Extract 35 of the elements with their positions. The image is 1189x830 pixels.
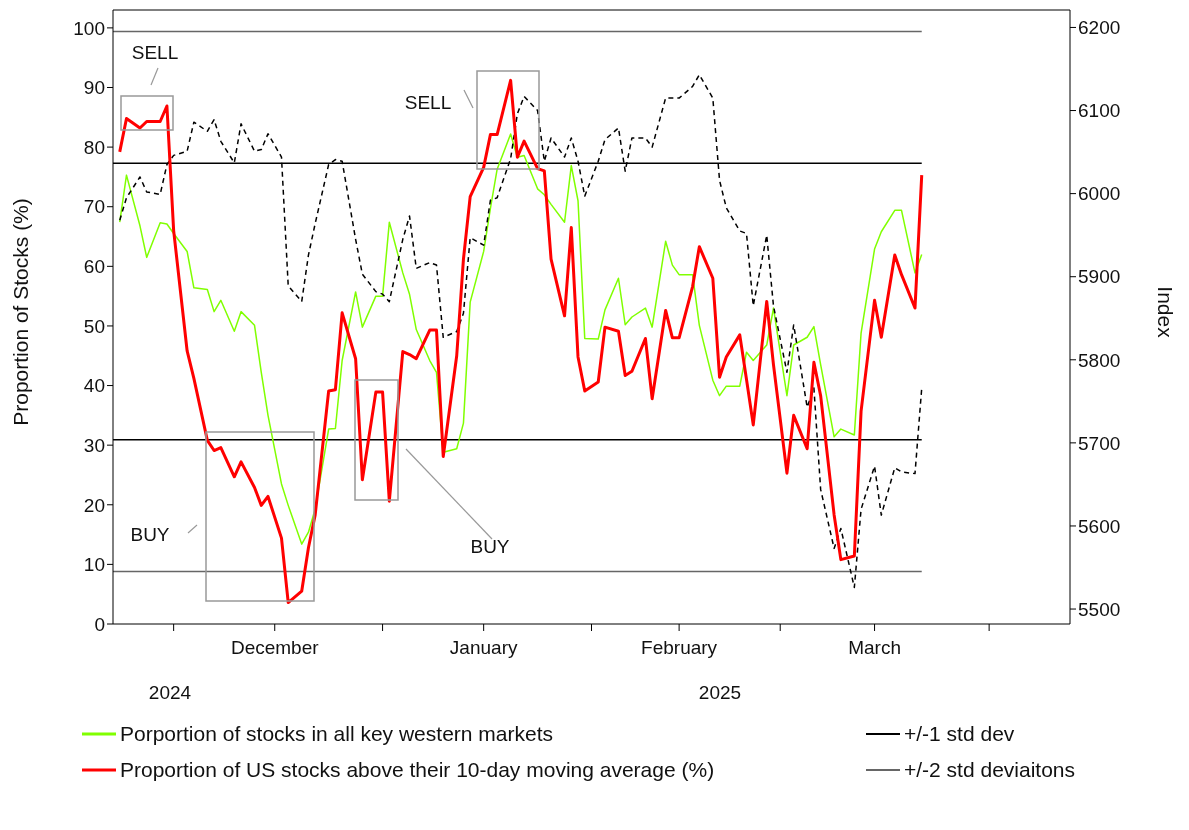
y-axis-title: Proportion of Stocks (%) xyxy=(9,198,32,426)
y-tick-label: 40 xyxy=(83,375,105,397)
y-tick-label: 80 xyxy=(83,136,105,158)
x-tick-label: February xyxy=(641,637,718,659)
y-tick-label: 100 xyxy=(73,17,105,39)
annotation: BUY xyxy=(130,524,170,545)
y2-axis-title: Index xyxy=(1154,286,1177,339)
y-tick-label: 30 xyxy=(83,434,105,456)
y-tick-label: 20 xyxy=(83,494,105,516)
annotation: SELL xyxy=(404,92,452,113)
y-tick-label: 70 xyxy=(83,196,105,218)
annotation: SELL xyxy=(131,42,179,63)
legend-label: +/-1 std dev xyxy=(903,721,1016,747)
y-tick-label: 10 xyxy=(83,554,105,576)
x-tick-label: January xyxy=(449,637,518,659)
annotation: BUY xyxy=(470,536,510,557)
legend-label: Proportion of US stocks above their 10-day moving average (%) xyxy=(119,757,715,783)
y-tick-label: 50 xyxy=(83,315,105,337)
y2-tick-label: 5600 xyxy=(1078,515,1121,537)
text: 2025 xyxy=(698,682,742,703)
y2-tick-label: 5700 xyxy=(1078,432,1121,454)
y2-tick-label: 6000 xyxy=(1078,183,1121,205)
y2-tick-label: 5500 xyxy=(1078,598,1121,620)
legend-label: +/-2 std deviaitons xyxy=(903,757,1076,783)
y2-tick-label: 5900 xyxy=(1078,266,1121,288)
x-tick-label: March xyxy=(848,637,901,659)
y-tick-label: 90 xyxy=(83,77,105,99)
text: 2024 xyxy=(148,682,192,703)
legend-label: Porportion of stocks in all key western markets xyxy=(119,721,554,747)
y-tick-label: 60 xyxy=(83,256,105,278)
y-tick-label: 0 xyxy=(94,613,105,635)
y2-tick-label: 6200 xyxy=(1078,17,1121,39)
y2-tick-label: 5800 xyxy=(1078,349,1121,371)
x-tick-label: December xyxy=(230,637,320,659)
y2-tick-label: 6100 xyxy=(1078,100,1121,122)
